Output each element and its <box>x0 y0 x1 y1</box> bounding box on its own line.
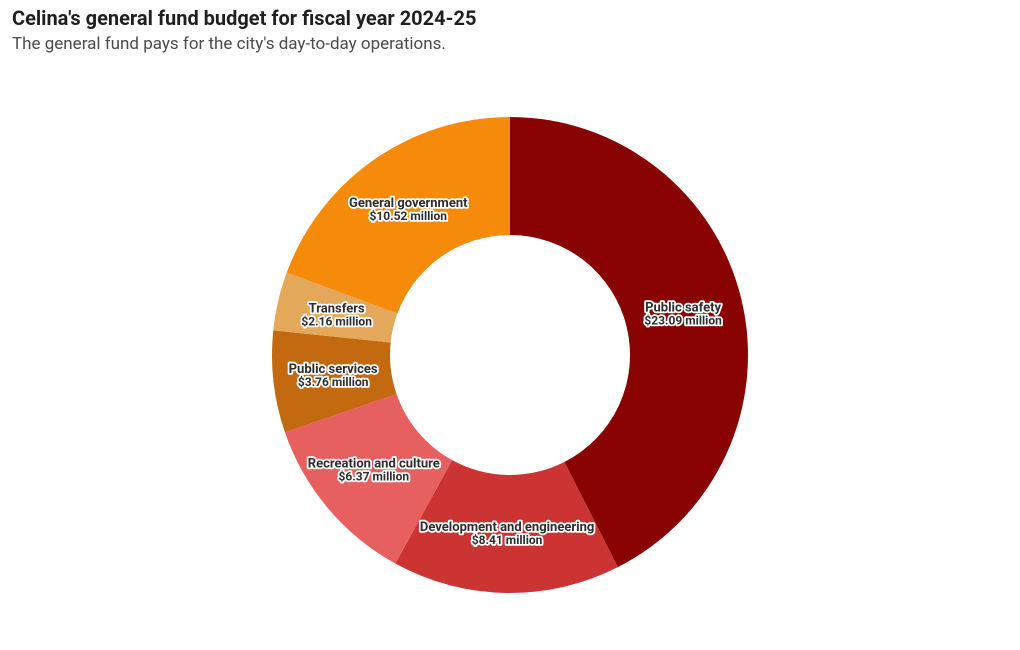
chart-header: Celina's general fund budget for fiscal … <box>0 0 1020 55</box>
donut-chart: Public safety$23.09 millionDevelopment a… <box>0 55 1020 650</box>
donut-svg: Public safety$23.09 millionDevelopment a… <box>0 55 1020 650</box>
slice-label: Public services$3.76 million <box>289 362 378 389</box>
chart-subtitle: The general fund pays for the city's day… <box>12 33 1008 55</box>
slice-label: Public safety$23.09 million <box>644 301 722 328</box>
slice-label: Transfers$2.16 million <box>301 302 372 329</box>
chart-title: Celina's general fund budget for fiscal … <box>12 6 1008 31</box>
